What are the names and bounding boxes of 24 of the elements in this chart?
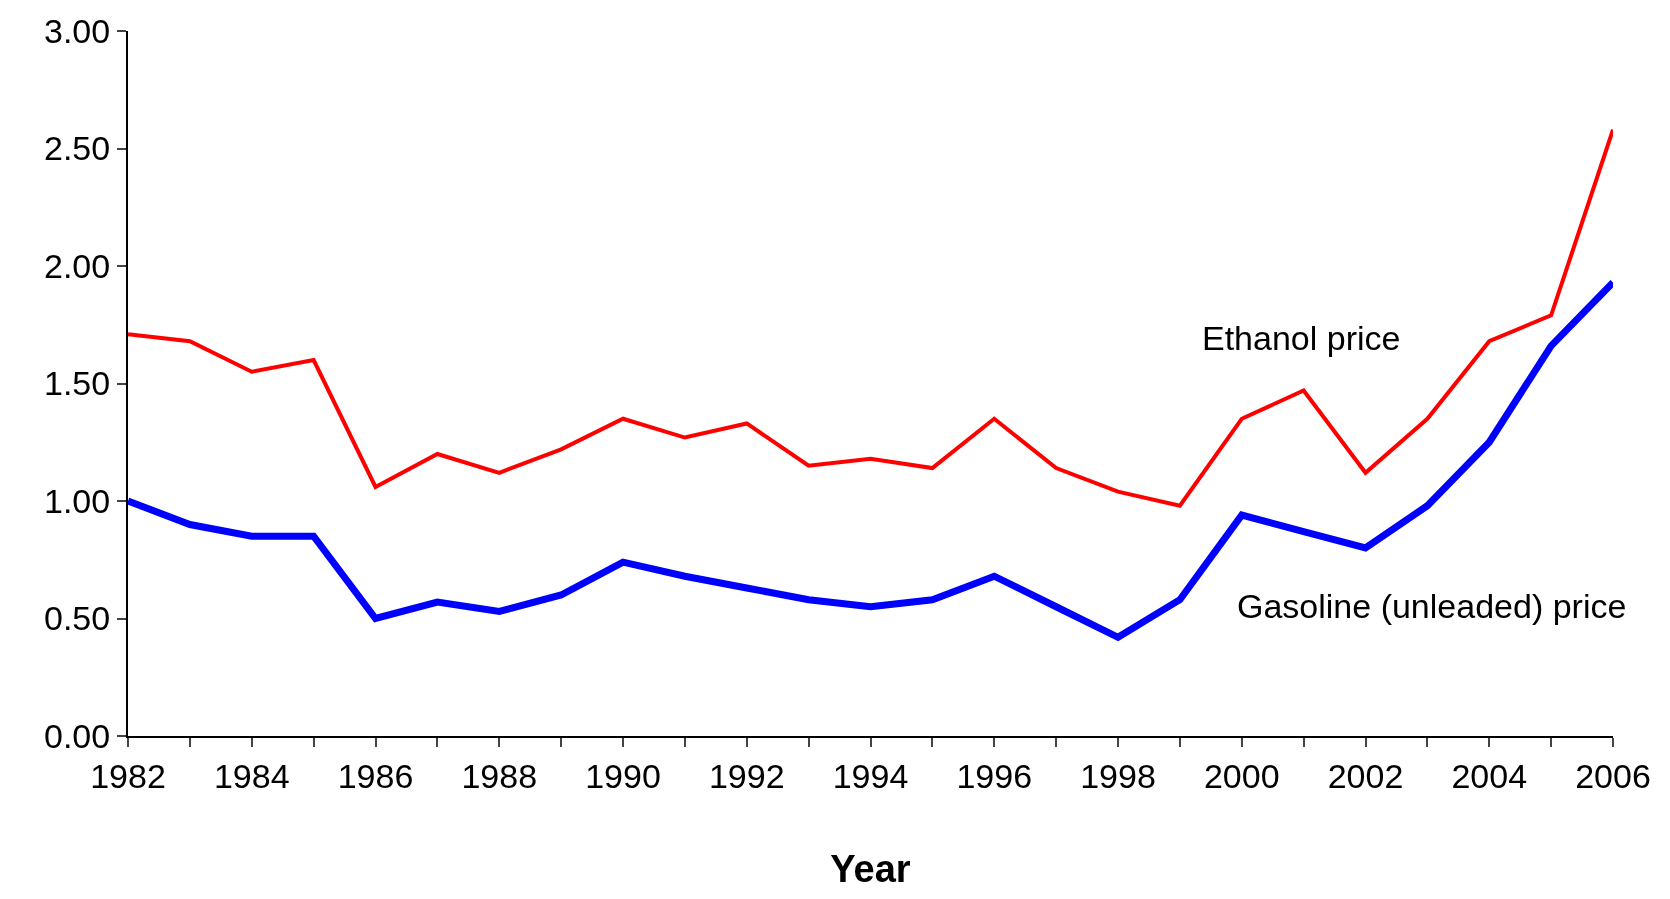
x-tick-label: 2004: [1451, 756, 1528, 795]
x-tick-label: 1990: [585, 756, 661, 795]
x-tick-label: 1984: [213, 756, 290, 795]
y-tick-label: 0.50: [44, 599, 111, 638]
x-tick-label: 2006: [1575, 756, 1651, 795]
x-tick-label: 1982: [90, 756, 166, 795]
y-tick-label: 3.00: [44, 11, 111, 50]
x-tick-label: 1986: [337, 756, 414, 795]
y-tick-label: 2.50: [44, 129, 111, 168]
series-label: Ethanol price: [1202, 319, 1401, 357]
x-tick-label: 1992: [708, 756, 785, 795]
line-series: [128, 127, 1613, 508]
x-tick-label: 2000: [1203, 756, 1280, 795]
x-tick-label: 1988: [461, 756, 538, 795]
x-tick-label: 1994: [832, 756, 909, 795]
y-tick-label: 2.00: [44, 246, 111, 285]
x-tick-label: 2002: [1327, 756, 1404, 795]
y-tick-label: 1.50: [44, 364, 111, 403]
series-label: Gasoline (unleaded) price: [1237, 587, 1627, 625]
x-tick-label: 1996: [956, 756, 1033, 795]
y-tick-label: 1.00: [44, 481, 111, 520]
x-axis-title: Year: [830, 848, 911, 891]
y-tick-label: 0.00: [44, 716, 111, 755]
x-tick-label: 1998: [1080, 756, 1156, 795]
